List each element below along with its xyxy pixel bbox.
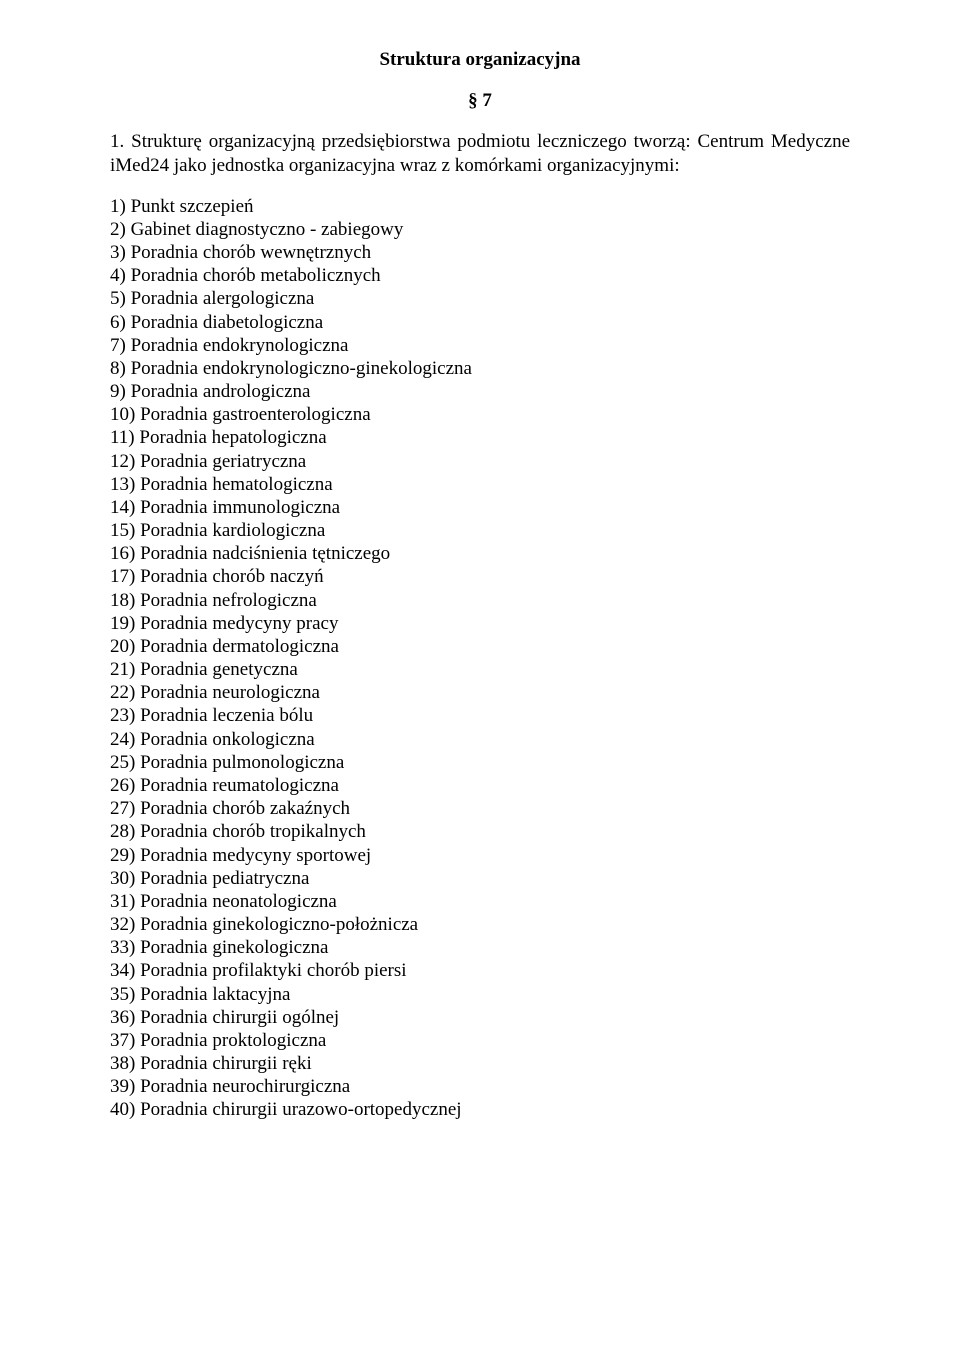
list-item: 38) Poradnia chirurgii ręki <box>110 1052 850 1075</box>
list-item: 1) Punkt szczepień <box>110 195 850 218</box>
list-item: 26) Poradnia reumatologiczna <box>110 774 850 797</box>
list-item: 29) Poradnia medycyny sportowej <box>110 844 850 867</box>
list-item: 9) Poradnia andrologiczna <box>110 380 850 403</box>
list-item: 31) Poradnia neonatologiczna <box>110 890 850 913</box>
list-item: 40) Poradnia chirurgii urazowo-ortopedyc… <box>110 1098 850 1121</box>
list-item: 6) Poradnia diabetologiczna <box>110 311 850 334</box>
intro-paragraph: 1. Strukturę organizacyjną przedsiębiors… <box>110 130 850 176</box>
list-item: 39) Poradnia neurochirurgiczna <box>110 1075 850 1098</box>
list-item: 5) Poradnia alergologiczna <box>110 287 850 310</box>
list-item: 34) Poradnia profilaktyki chorób piersi <box>110 959 850 982</box>
list-item: 35) Poradnia laktacyjna <box>110 983 850 1006</box>
list-item: 24) Poradnia onkologiczna <box>110 728 850 751</box>
list-item: 17) Poradnia chorób naczyń <box>110 565 850 588</box>
list-item: 14) Poradnia immunologiczna <box>110 496 850 519</box>
list-item: 28) Poradnia chorób tropikalnych <box>110 820 850 843</box>
list-item: 30) Poradnia pediatryczna <box>110 867 850 890</box>
list-item: 7) Poradnia endokrynologiczna <box>110 334 850 357</box>
list-item: 16) Poradnia nadciśnienia tętniczego <box>110 542 850 565</box>
list-item: 20) Poradnia dermatologiczna <box>110 635 850 658</box>
list-item: 21) Poradnia genetyczna <box>110 658 850 681</box>
list-item: 13) Poradnia hematologiczna <box>110 473 850 496</box>
list-item: 11) Poradnia hepatologiczna <box>110 426 850 449</box>
list-item: 3) Poradnia chorób wewnętrznych <box>110 241 850 264</box>
list-item: 22) Poradnia neurologiczna <box>110 681 850 704</box>
list-item: 15) Poradnia kardiologiczna <box>110 519 850 542</box>
list-item: 4) Poradnia chorób metabolicznych <box>110 264 850 287</box>
list-item: 12) Poradnia geriatryczna <box>110 450 850 473</box>
list-item: 36) Poradnia chirurgii ogólnej <box>110 1006 850 1029</box>
list-item: 37) Poradnia proktologiczna <box>110 1029 850 1052</box>
page-title: Struktura organizacyjna <box>110 48 850 71</box>
list-item: 8) Poradnia endokrynologiczno-ginekologi… <box>110 357 850 380</box>
org-units-list: 1) Punkt szczepień 2) Gabinet diagnostyc… <box>110 195 850 1122</box>
list-item: 18) Poradnia nefrologiczna <box>110 589 850 612</box>
list-item: 25) Poradnia pulmonologiczna <box>110 751 850 774</box>
list-item: 32) Poradnia ginekologiczno-położnicza <box>110 913 850 936</box>
list-item: 23) Poradnia leczenia bólu <box>110 704 850 727</box>
section-mark: § 7 <box>110 89 850 112</box>
list-item: 10) Poradnia gastroenterologiczna <box>110 403 850 426</box>
list-item: 27) Poradnia chorób zakaźnych <box>110 797 850 820</box>
list-item: 19) Poradnia medycyny pracy <box>110 612 850 635</box>
list-item: 33) Poradnia ginekologiczna <box>110 936 850 959</box>
list-item: 2) Gabinet diagnostyczno - zabiegowy <box>110 218 850 241</box>
